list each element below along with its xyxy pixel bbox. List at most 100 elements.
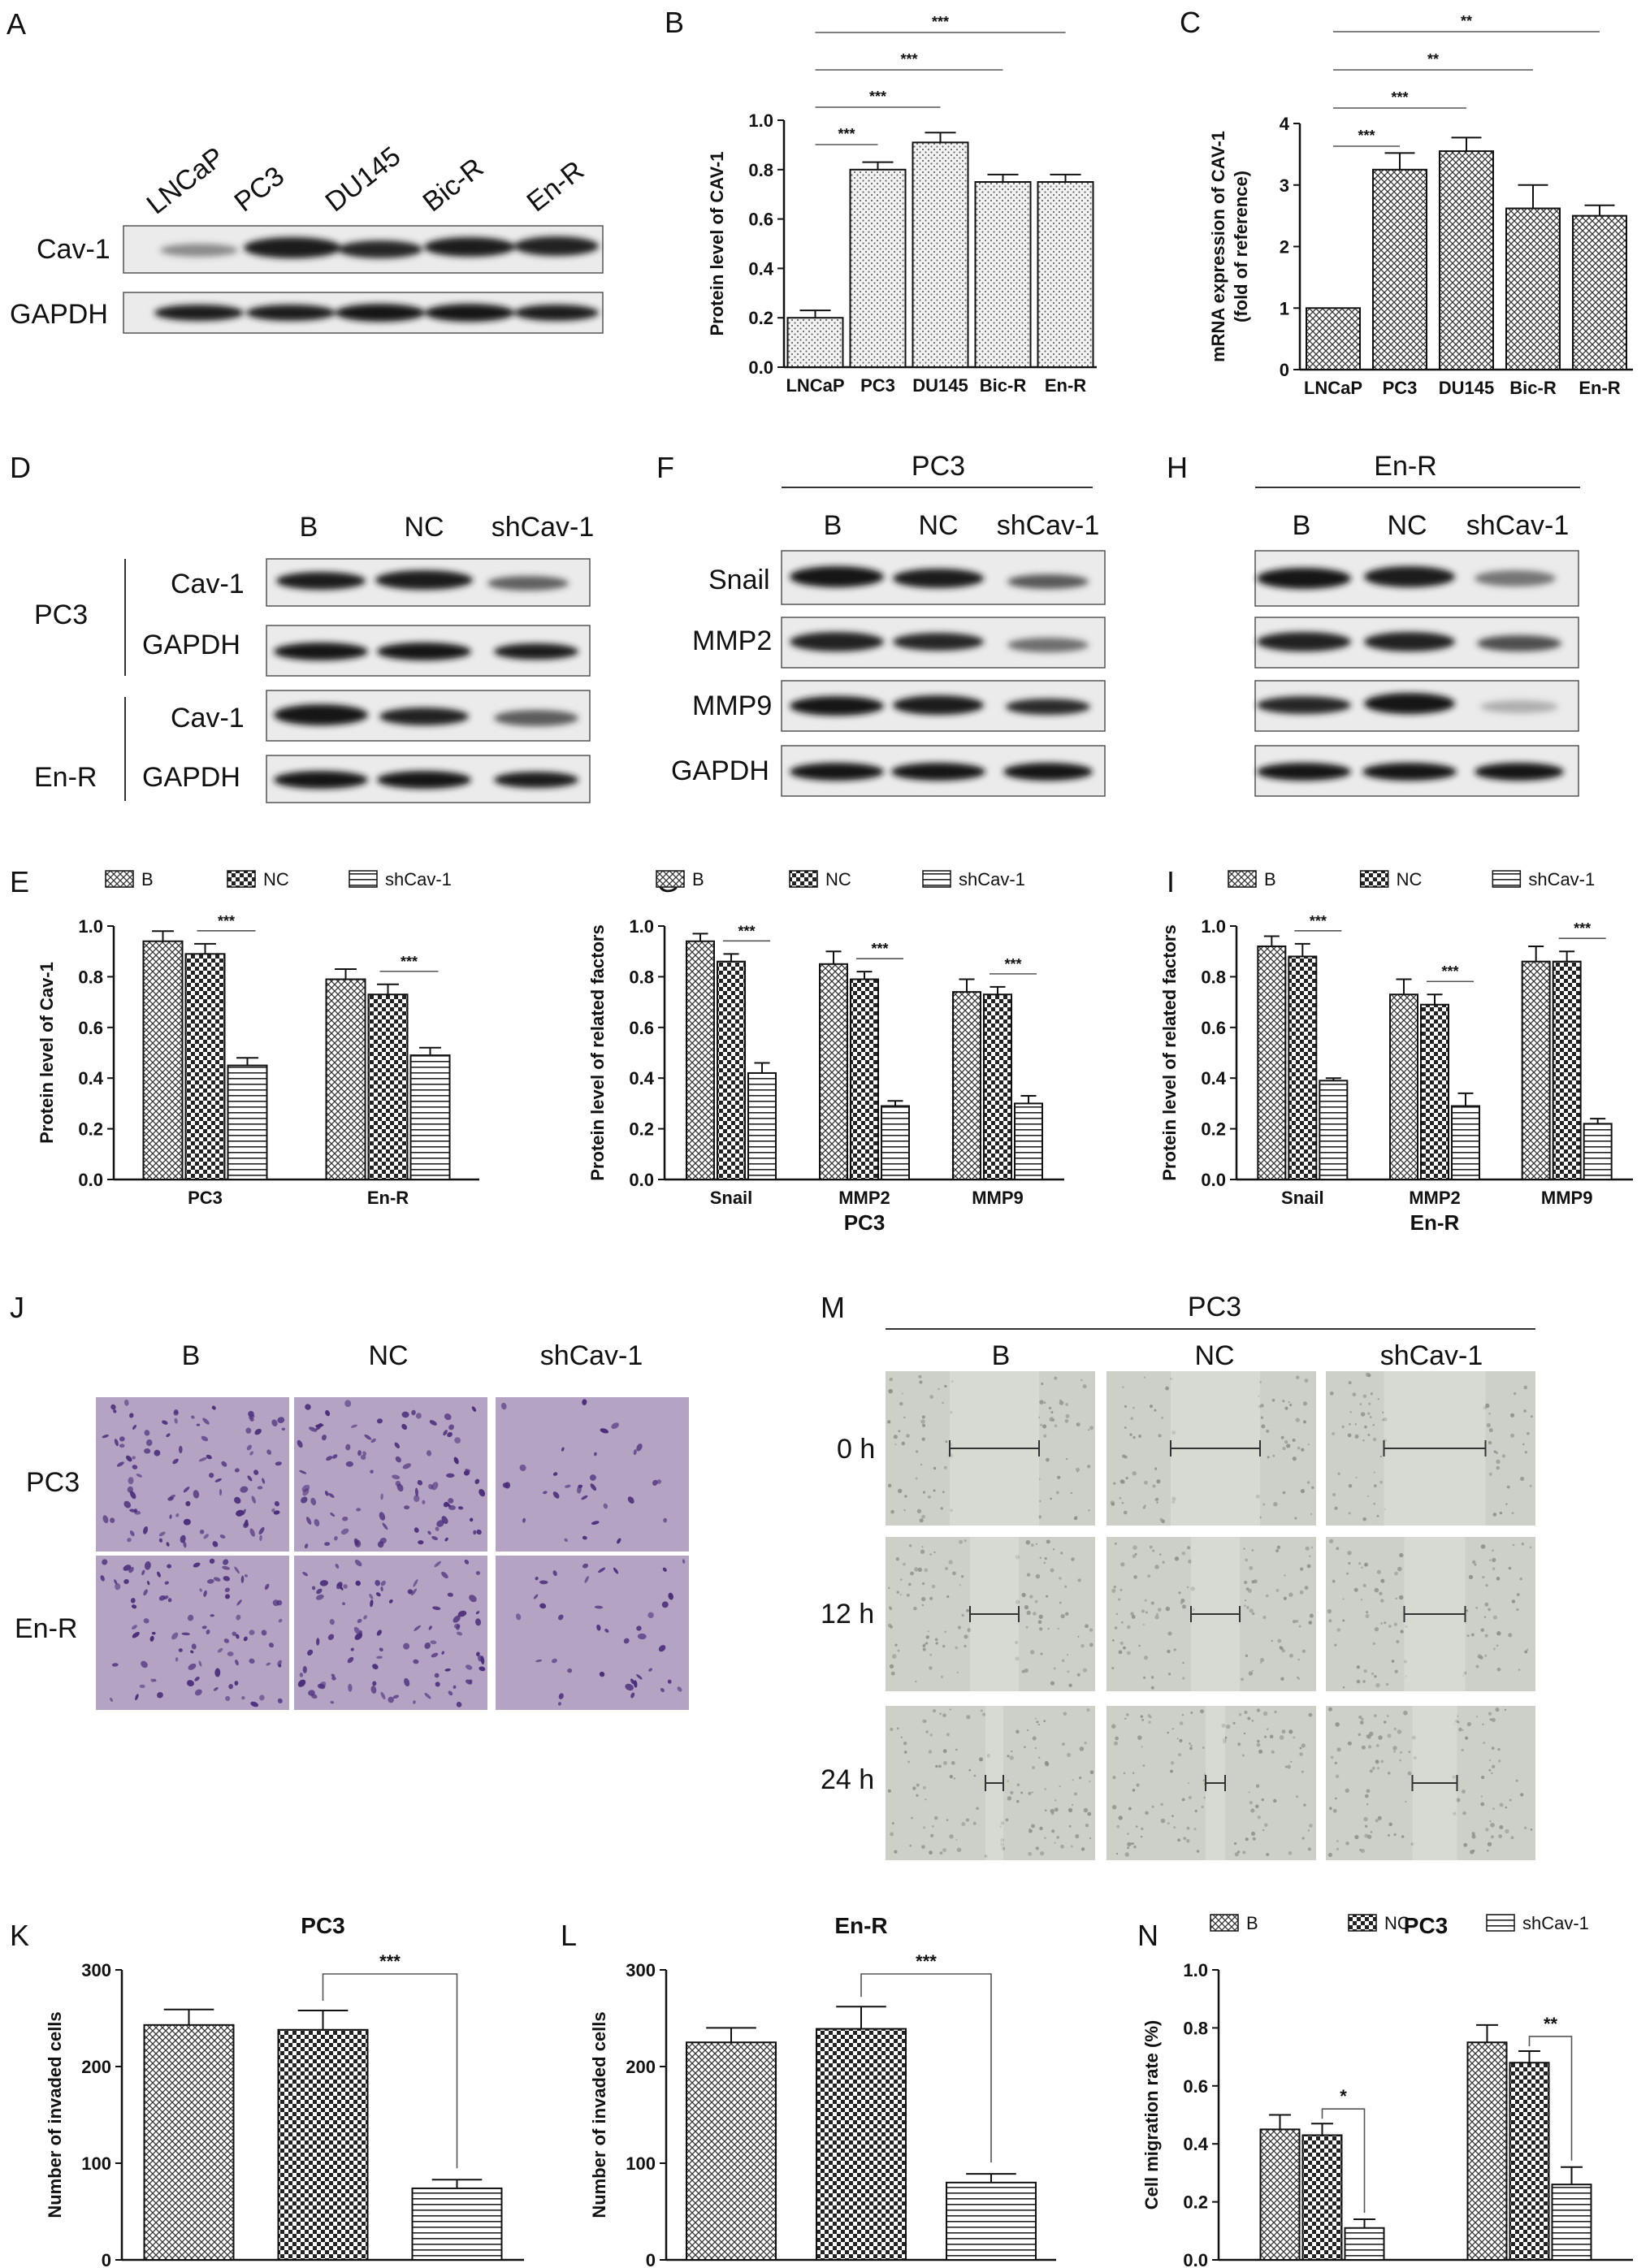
cell-speck [1483,1616,1487,1618]
cell-speck [1126,1651,1131,1656]
stained-cell [340,1528,349,1535]
panel-letter: B [665,6,684,39]
cell-speck [921,1546,924,1548]
stained-cell [339,1586,344,1591]
cell-speck [1484,1602,1489,1607]
bar [686,940,715,1180]
cell-speck [1165,1606,1171,1612]
cell-speck [1173,1826,1176,1829]
stained-cell [126,1455,132,1462]
stained-cell [310,1497,317,1506]
cell-speck [929,1596,933,1600]
cell-speck [1332,1431,1336,1436]
cell-speck [1116,1824,1120,1829]
cell-speck [1055,1491,1059,1495]
stained-cell [388,1696,394,1703]
bar [912,141,969,369]
cell-speck [1061,1659,1065,1663]
cell-speck [1051,1418,1055,1422]
stained-cell [434,1673,440,1678]
cell-speck [1358,1562,1362,1565]
cell-speck [1520,1477,1525,1482]
cell-speck [1366,1611,1369,1614]
cell-speck [1302,1420,1307,1424]
stained-cell [316,1638,320,1646]
stained-cell [208,1473,214,1478]
significance-label: ** [1544,2014,1558,2034]
panel-letter: L [561,1919,577,1952]
cell-speck [1130,1842,1133,1846]
y-tick-label: 0 [646,2250,656,2268]
stained-cell [311,1586,316,1591]
row-label: GAPDH [142,630,240,660]
cell-speck [1132,1545,1137,1550]
cell-speck [1336,1847,1340,1850]
cell-speck [1244,1580,1248,1585]
cell-speck [1264,1823,1268,1827]
cell-speck [1481,1775,1485,1780]
blot-bands [274,570,578,789]
cell-speck [1073,1792,1077,1796]
cell-speck [1377,1398,1379,1400]
cell-speck [1488,1559,1492,1562]
cell-speck [1132,1772,1135,1774]
bar [686,2041,777,2261]
stained-cell [552,1658,557,1664]
cell-speck [898,1430,901,1433]
cell-speck [1120,1562,1125,1567]
cell-speck [1024,1668,1029,1673]
cell-speck [1498,1759,1501,1763]
y-axis-label: Protein level of related factors [587,924,608,1180]
stained-cell [221,1461,227,1467]
cell-speck [1250,1808,1255,1813]
cell-speck [1028,1851,1033,1856]
cell-speck [906,1434,910,1438]
cell-speck [1360,1848,1365,1853]
cell-speck [1510,1836,1514,1840]
cell-speck [1369,1416,1372,1418]
cell-speck [1328,1807,1332,1811]
cell-speck [1050,1568,1055,1573]
bar [1420,1003,1449,1180]
stained-cell [424,1642,431,1649]
cell-speck [1524,1650,1528,1654]
bar [184,953,226,1180]
cell-speck [1349,1411,1352,1413]
row-label: Cav-1 [171,569,245,599]
cell-speck [1379,1455,1382,1458]
cell-speck [903,1562,906,1566]
stained-cell [448,1690,453,1696]
cell-speck [1126,1713,1129,1716]
stained-cell [268,1643,275,1648]
cell-speck [938,1764,942,1768]
stained-cell [613,1567,619,1574]
cell-speck [922,1785,926,1790]
stained-cell [134,1508,137,1513]
y-tick-label: 0.6 [1201,1018,1226,1038]
cell-speck [1364,1425,1367,1429]
cell-speck [1495,1707,1500,1712]
cell-speck [1054,1424,1058,1428]
stained-cell [153,1678,157,1682]
cell-speck [1370,1831,1373,1833]
cell-speck [1349,1422,1351,1426]
cell-speck [1156,1501,1158,1504]
y-tick-label: 1.0 [1183,1960,1208,1980]
cell-speck [1290,1760,1293,1763]
cell-speck [1492,1567,1496,1570]
x-tick-label: En-R [367,1188,409,1208]
cell-speck [1127,1846,1130,1850]
cell-speck [1246,1606,1249,1609]
stained-cell [350,1647,354,1651]
panel-letter: C [1180,6,1201,39]
stained-cell [647,1612,654,1619]
cell-speck [1181,1604,1187,1609]
cell-speck [973,1774,977,1777]
stained-cell [326,1456,333,1461]
cell-speck [1161,1519,1165,1524]
cell-speck [1388,1822,1392,1827]
cell-speck [1064,1612,1069,1617]
cell-speck [956,1847,962,1852]
cell-speck [942,1491,945,1493]
cell-speck [913,1606,917,1611]
